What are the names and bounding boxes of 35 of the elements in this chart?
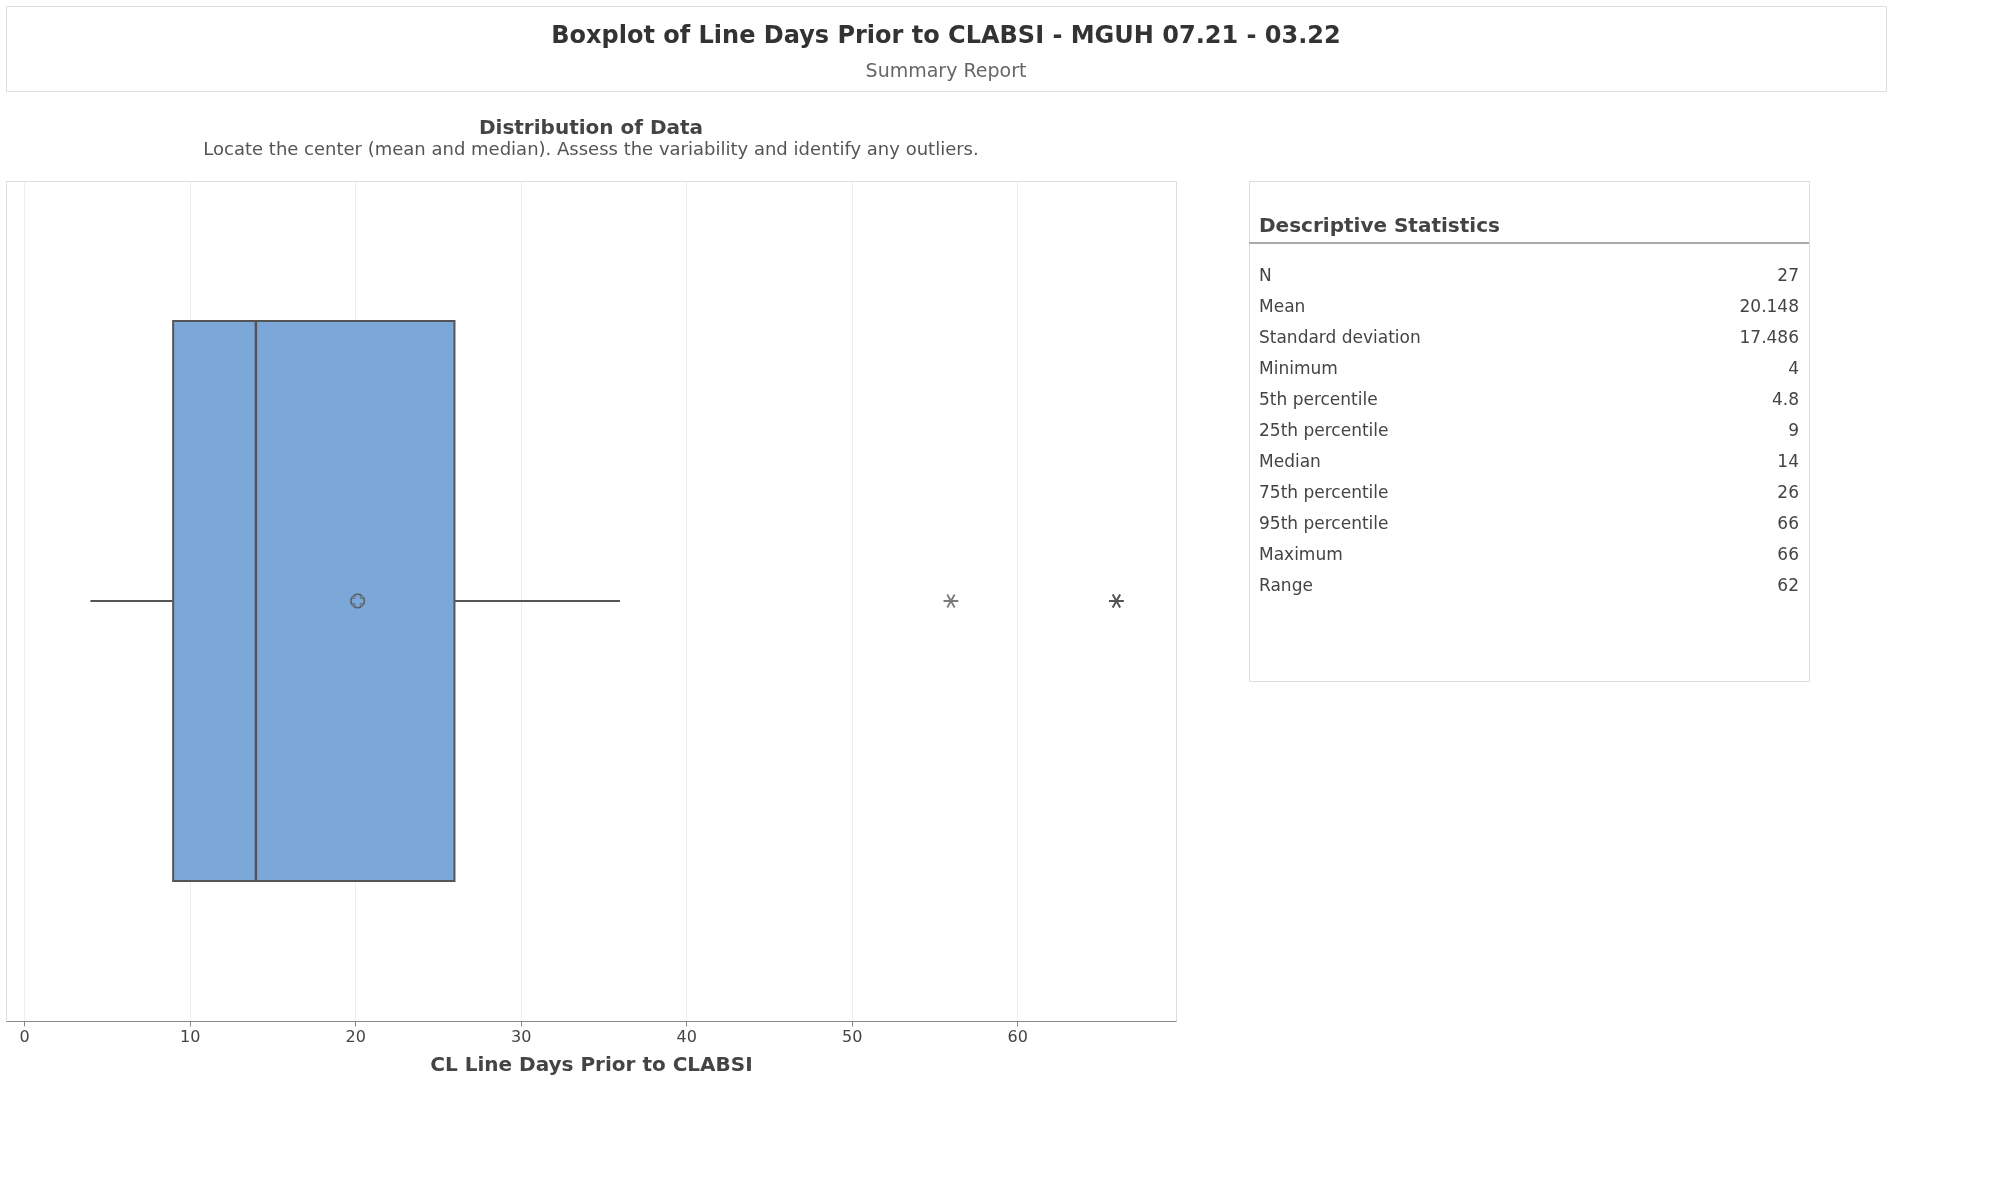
text: 66 [1777, 544, 1799, 564]
text: 5th percentile [1259, 389, 1378, 409]
text: Mean [1259, 296, 1306, 316]
text: Maximum [1259, 544, 1343, 564]
chart-subtitle: Locate the center (mean and median). Assess the variability and identify any outliers. [203, 138, 979, 159]
x-axis-title: CL Line Days Prior to CLABSI [430, 1051, 753, 1076]
text: 4 [1788, 358, 1799, 378]
text: Boxplot of Line Days Prior to CLABSI - MGUH 07.21 - 03.22 [551, 21, 1341, 49]
text: N [1259, 265, 1272, 285]
text: 14 [1777, 451, 1799, 471]
x-tick-label: 60 [1007, 1026, 1028, 1046]
x-tick-label: 0 [19, 1026, 30, 1046]
text: 25th percentile [1259, 420, 1389, 440]
text: 17.486 [1739, 327, 1799, 347]
text: 95th percentile [1259, 513, 1389, 533]
text: 20.148 [1739, 296, 1799, 316]
x-tick-label: 20 [345, 1026, 366, 1046]
text: 66 [1777, 513, 1799, 533]
text: Summary Report [865, 59, 1027, 81]
text: Median [1259, 451, 1321, 471]
x-tick-label: 10 [180, 1026, 201, 1046]
text: Standard deviation [1259, 327, 1421, 347]
x-tick-label: 30 [510, 1026, 532, 1046]
x-tick-label: 40 [676, 1026, 697, 1046]
text: 75th percentile [1259, 482, 1389, 502]
text: 9 [1788, 420, 1799, 440]
x-tick-label: 50 [841, 1026, 863, 1046]
text: 27 [1777, 265, 1799, 285]
text: Range [1259, 575, 1313, 595]
text: Minimum [1259, 358, 1338, 378]
text: 62 [1777, 575, 1799, 595]
text: 4.8 [1771, 389, 1799, 409]
text: 26 [1777, 482, 1799, 502]
chart-title: Distribution of Data [478, 115, 704, 139]
text: Descriptive Statistics [1259, 213, 1500, 237]
